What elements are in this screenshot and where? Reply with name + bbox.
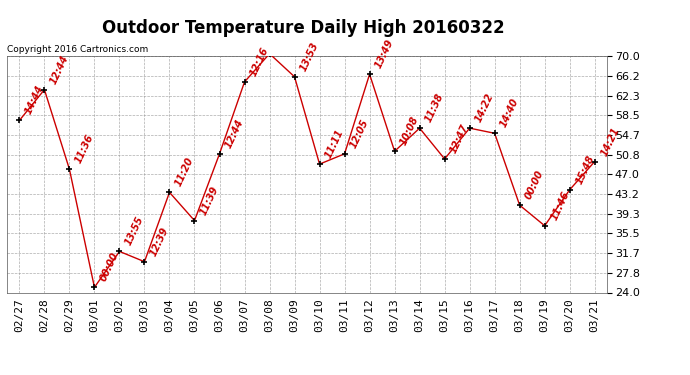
Text: 14:44: 14:44 [23,84,46,116]
Text: 14:12: 14:12 [0,374,1,375]
Text: 11:11: 11:11 [324,128,346,160]
Text: 11:46: 11:46 [549,189,571,222]
Text: Copyright 2016 Cartronics.com: Copyright 2016 Cartronics.com [7,45,148,54]
Text: Temperature (°F): Temperature (°F) [491,28,592,38]
Text: 12:39: 12:39 [148,225,170,258]
Text: 13:49: 13:49 [374,38,396,70]
Text: 00:00: 00:00 [99,251,121,283]
Text: 12:47: 12:47 [448,123,471,155]
Text: 12:05: 12:05 [348,117,371,150]
Text: 11:39: 11:39 [199,184,221,216]
Text: 15:48: 15:48 [574,153,596,186]
Text: 14:22: 14:22 [474,92,496,124]
Text: 11:38: 11:38 [424,92,446,124]
Text: 10:08: 10:08 [399,115,421,147]
Text: 13:53: 13:53 [299,40,321,73]
Text: 13:55: 13:55 [124,215,146,247]
Text: 14:21: 14:21 [599,125,621,158]
Text: 14:40: 14:40 [499,97,521,129]
Text: 12:44: 12:44 [48,53,70,86]
Text: 11:20: 11:20 [174,156,196,188]
Text: 12:44: 12:44 [224,117,246,150]
Text: 00:00: 00:00 [524,169,546,201]
Text: 11:36: 11:36 [74,133,96,165]
Text: Outdoor Temperature Daily High 20160322: Outdoor Temperature Daily High 20160322 [102,19,505,37]
Text: 12:16: 12:16 [248,45,270,78]
